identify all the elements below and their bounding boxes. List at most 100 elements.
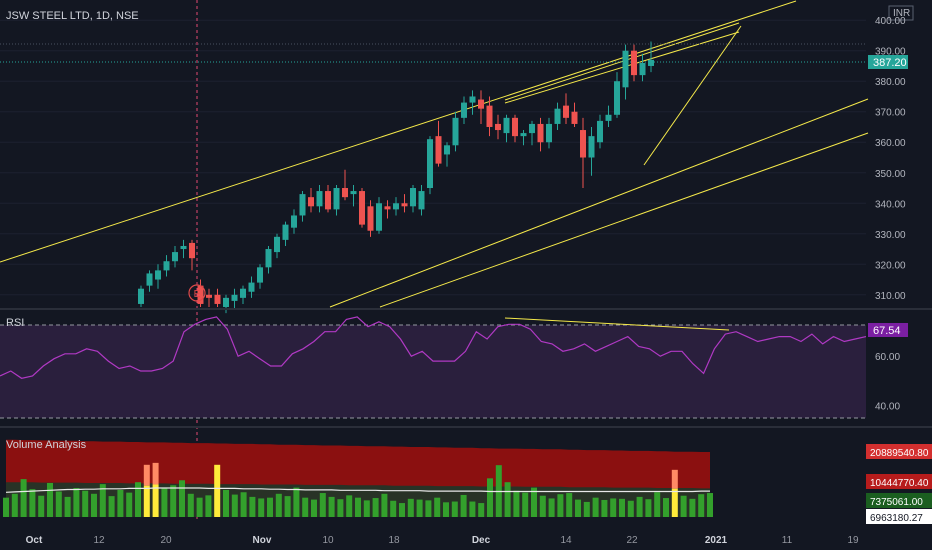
volume-bar — [3, 497, 9, 517]
volume-level-tag-bg — [866, 493, 932, 508]
rsi-tick-label: 60.00 — [875, 352, 900, 363]
volume-bar — [645, 499, 652, 517]
price-tick-label: 330.00 — [875, 230, 906, 241]
volume-bar — [126, 492, 133, 517]
volume-bar — [407, 498, 414, 517]
time-tick-label: 22 — [626, 535, 638, 546]
time-tick-label: Dec — [472, 535, 491, 546]
time-axis[interactable]: Oct 12 20 Nov 10 18 Dec 14 22 2021 11 19 — [26, 535, 859, 546]
price-tick-label: 310.00 — [875, 291, 906, 302]
rsi-divergence-line — [504, 317, 730, 331]
volume-bar — [487, 478, 493, 517]
volume-bar — [627, 500, 634, 517]
candles — [138, 41, 654, 314]
candle-body — [622, 50, 629, 88]
volume-bar — [434, 497, 441, 517]
earnings-marker[interactable]: E — [188, 284, 206, 302]
rsi-axis[interactable]: 40.00 60.00 — [875, 352, 900, 412]
volume-level-tag-label: 20889540.80 — [870, 448, 929, 459]
volume-bar — [55, 491, 62, 517]
time-tick-label: 2021 — [705, 535, 728, 546]
time-tick-label: 12 — [93, 535, 105, 546]
candle-body — [580, 130, 586, 158]
candle-body — [478, 99, 484, 109]
candle-body — [384, 206, 391, 210]
volume-bar — [636, 496, 643, 517]
candle-body — [138, 288, 144, 304]
volume-bar — [707, 493, 713, 517]
rsi-band-fill — [0, 325, 866, 418]
rsi-value: 67.54 — [873, 325, 901, 337]
currency-label: INR — [893, 8, 910, 19]
volume-bar — [91, 493, 97, 517]
candle-body — [248, 282, 255, 292]
volume-bar — [275, 493, 282, 517]
volume-bar — [152, 484, 159, 517]
candle-body — [554, 108, 561, 124]
candle-body — [444, 145, 450, 155]
volume-bar — [689, 498, 696, 517]
volume-bar — [460, 494, 467, 517]
time-tick-label: 18 — [388, 535, 400, 546]
volume-bar — [38, 495, 45, 517]
candle-body — [350, 191, 357, 195]
candle-body — [231, 294, 238, 301]
lower-channel-line-2 — [379, 132, 869, 308]
volume-bar — [319, 493, 326, 517]
candle-body — [512, 117, 518, 137]
volume-bar — [20, 479, 27, 517]
rsi-tick-label: 40.00 — [875, 401, 900, 412]
volume-bar — [504, 482, 511, 517]
rsi-value-tag: 67.54 — [868, 323, 908, 337]
volume-bar — [539, 495, 546, 517]
volume-bar — [187, 493, 194, 517]
volume-bar — [416, 499, 423, 517]
volume-bar — [654, 492, 661, 517]
last-price-value: 387.20 — [873, 57, 907, 69]
time-tick-label: 11 — [782, 535, 793, 546]
candle-body — [223, 297, 229, 307]
time-tick-label: 19 — [847, 535, 859, 546]
candle-body — [316, 191, 323, 207]
volume-bar — [73, 488, 80, 517]
volume-level-tag-bg — [866, 509, 932, 524]
time-tick-label: 14 — [560, 535, 572, 546]
volume-bar — [663, 498, 669, 517]
candle-body — [342, 188, 348, 198]
price-tick-label: 340.00 — [875, 199, 906, 210]
price-axis[interactable]: 310.00 320.00 330.00 340.00 350.00 360.00 370.… — [875, 16, 906, 302]
volume-bar — [548, 498, 555, 517]
volume-bar — [267, 497, 273, 517]
volume-bar — [566, 493, 573, 517]
volume-bar — [583, 501, 590, 517]
volume-bar — [346, 495, 353, 517]
volume-level-tag-label: 10444770.40 — [870, 478, 929, 489]
volume-bar — [284, 496, 291, 517]
time-tick-label: 20 — [160, 535, 172, 546]
time-tick-label: Oct — [26, 535, 43, 546]
volume-bar — [399, 503, 405, 517]
last-price-tag: 387.20 — [868, 55, 908, 69]
candle-body — [605, 114, 612, 121]
candle-body — [308, 197, 314, 207]
volume-bar — [680, 495, 687, 517]
volume-bar — [47, 482, 53, 517]
wedge-support-line — [643, 25, 742, 166]
candle-body — [520, 133, 527, 137]
volume-bar — [82, 490, 89, 517]
candle-body — [546, 123, 552, 143]
volume-bar — [328, 496, 335, 517]
candle-body — [529, 123, 535, 134]
volume-bar — [601, 499, 608, 517]
volume-title: Volume Analysis — [6, 439, 87, 451]
candle-body — [189, 242, 195, 259]
volume-level-tag-label: 7375061.00 — [870, 497, 923, 508]
candle-body — [435, 136, 442, 164]
candle-body — [265, 249, 272, 268]
volume-bar — [223, 489, 229, 517]
chart-title: JSW STEEL LTD, 1D, NSE — [6, 10, 139, 22]
candle-body — [197, 285, 204, 304]
candle-body — [631, 50, 637, 76]
candle-body — [588, 136, 595, 158]
